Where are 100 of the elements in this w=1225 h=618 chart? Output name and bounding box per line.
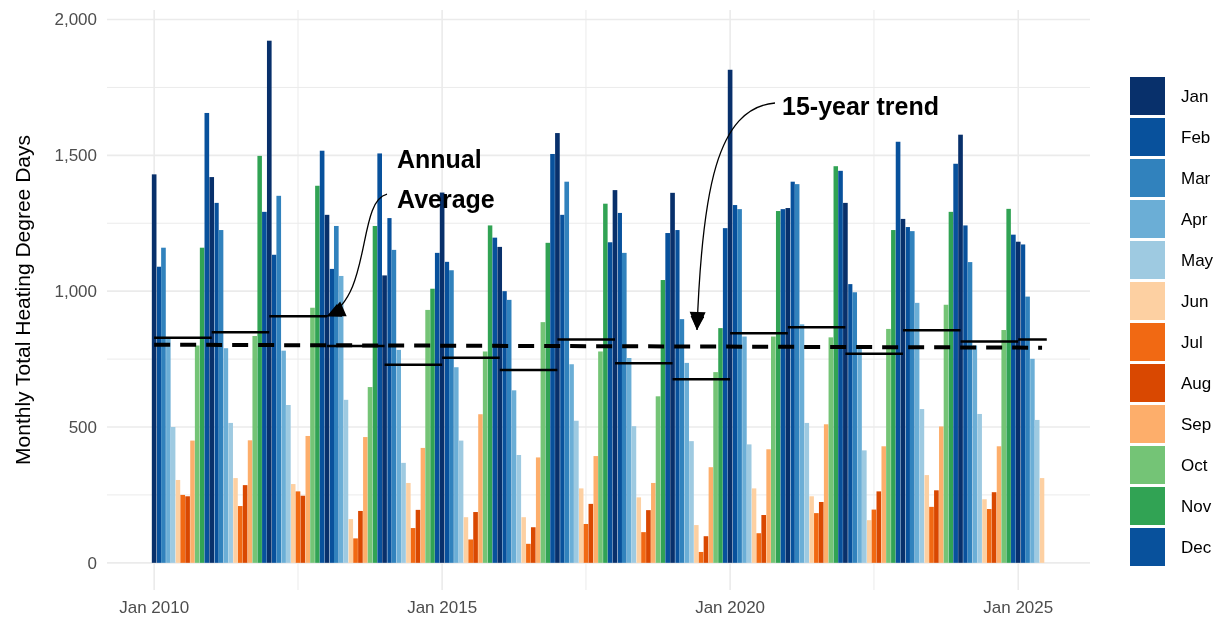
bar xyxy=(982,499,987,563)
bar xyxy=(958,134,963,563)
bar xyxy=(482,351,488,563)
x-tick-label: Jan 2020 xyxy=(695,598,766,617)
bar xyxy=(276,195,282,563)
bar xyxy=(329,268,334,563)
bar xyxy=(444,261,450,563)
y-tick-label: 1,500 xyxy=(54,146,97,166)
bar xyxy=(266,40,272,563)
bar xyxy=(252,336,258,563)
bar xyxy=(689,441,694,563)
bar xyxy=(722,228,728,563)
bar xyxy=(814,513,819,563)
y-tick-label: 2,000 xyxy=(54,10,97,30)
bar xyxy=(670,192,675,563)
bar xyxy=(986,509,992,563)
bar xyxy=(1025,296,1030,563)
bar xyxy=(646,510,651,563)
bar xyxy=(233,478,238,563)
y-tick-label: 0 xyxy=(87,553,97,573)
bar xyxy=(742,336,747,563)
bar xyxy=(732,205,738,563)
bar xyxy=(502,291,507,563)
bar xyxy=(636,497,642,563)
legend-label: Dec xyxy=(1181,538,1212,557)
bar xyxy=(953,163,958,563)
bar xyxy=(550,153,555,563)
bar xyxy=(746,444,752,563)
bar xyxy=(286,405,291,563)
annotation: 15-year trend xyxy=(782,92,940,120)
bar xyxy=(281,350,286,563)
bar xyxy=(1011,234,1016,563)
bar xyxy=(214,202,219,563)
bar xyxy=(473,512,478,563)
bar xyxy=(497,246,503,563)
bar xyxy=(852,292,858,563)
bar xyxy=(1006,208,1011,563)
bar xyxy=(492,237,498,563)
bar xyxy=(617,212,622,563)
bar xyxy=(818,501,824,563)
bar xyxy=(363,437,368,563)
bar xyxy=(430,288,435,563)
bar xyxy=(593,456,598,563)
legend-label: Jul xyxy=(1181,333,1203,352)
bar xyxy=(310,307,315,563)
bar xyxy=(555,133,560,563)
bar xyxy=(838,170,843,563)
bar xyxy=(641,532,646,563)
bar xyxy=(521,517,526,563)
bar xyxy=(713,372,718,563)
bar xyxy=(761,515,767,563)
bar xyxy=(406,482,411,563)
bar xyxy=(963,225,968,563)
bar xyxy=(560,214,565,563)
legend-label: Jan xyxy=(1181,87,1209,106)
bar xyxy=(804,422,810,563)
bar xyxy=(684,362,689,563)
bar xyxy=(651,482,656,563)
bar xyxy=(1015,241,1021,563)
bar xyxy=(161,247,166,563)
bar xyxy=(771,336,776,563)
bar xyxy=(468,539,473,563)
legend-label: Feb xyxy=(1181,128,1211,147)
bar xyxy=(598,351,603,563)
bar xyxy=(569,364,574,563)
bar xyxy=(156,266,162,563)
bar xyxy=(939,426,944,563)
bar xyxy=(401,462,406,563)
bar xyxy=(272,254,277,563)
y-axis-title: Monthly Total Heating Degree Days xyxy=(11,135,34,465)
bar xyxy=(843,202,848,563)
bar xyxy=(905,227,910,563)
bar xyxy=(358,510,363,563)
bar xyxy=(909,231,915,563)
bar xyxy=(578,488,584,563)
bar xyxy=(449,270,454,563)
legend-label: Sep xyxy=(1181,415,1212,434)
bar xyxy=(881,446,886,563)
bar xyxy=(257,155,262,563)
bar xyxy=(886,328,891,563)
legend-label: Oct xyxy=(1181,456,1208,475)
bar xyxy=(574,420,579,563)
bar xyxy=(180,494,186,563)
bar xyxy=(166,337,171,563)
y-tick-label: 1,000 xyxy=(54,282,97,302)
bar xyxy=(237,506,243,563)
bar xyxy=(621,252,627,563)
bar xyxy=(1001,330,1007,563)
bar xyxy=(353,538,358,563)
bar xyxy=(190,440,195,563)
bar xyxy=(929,506,934,563)
x-tick-label: Jan 2015 xyxy=(407,598,478,617)
legend-label: Aug xyxy=(1181,374,1212,393)
legend-label: Apr xyxy=(1181,210,1208,229)
bar xyxy=(377,153,382,563)
bar xyxy=(291,484,296,563)
bar xyxy=(756,533,762,563)
legend-label: Jun xyxy=(1181,292,1209,311)
bar xyxy=(194,345,200,563)
bar xyxy=(530,527,536,563)
